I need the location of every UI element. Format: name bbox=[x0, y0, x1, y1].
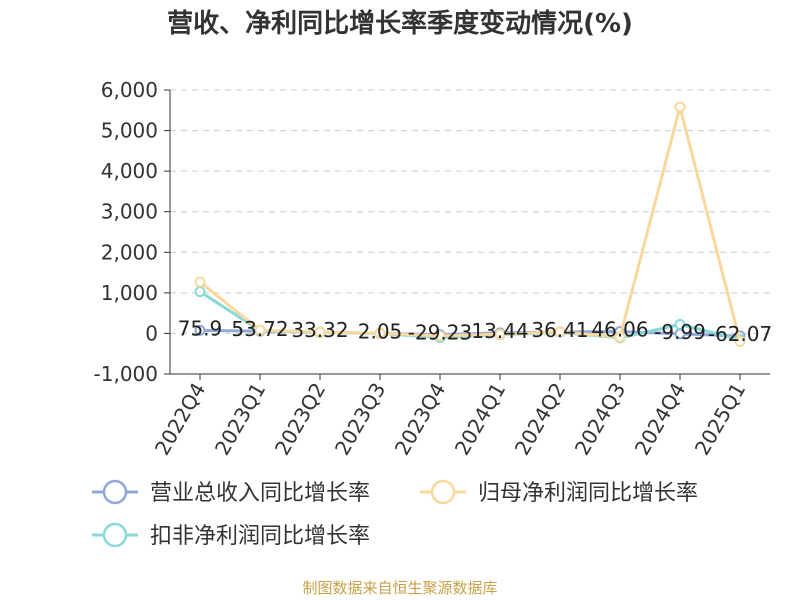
series-point bbox=[494, 328, 506, 340]
x-tick-label: 2023Q1 bbox=[210, 379, 270, 460]
data-label: 75.9 bbox=[178, 316, 223, 340]
y-tick-label: 0 bbox=[145, 321, 158, 345]
y-tick-label: 6,000 bbox=[101, 78, 158, 102]
x-axis: 2022Q4 2023Q1 2023Q2 2023Q3 2023Q4 2024Q1 2024… bbox=[150, 373, 770, 460]
series-point bbox=[434, 330, 446, 342]
legend-marker bbox=[102, 479, 128, 505]
x-tick-label: 2023Q3 bbox=[330, 379, 390, 460]
series-point bbox=[674, 101, 686, 113]
series-point bbox=[374, 327, 386, 339]
legend-marker bbox=[430, 479, 456, 505]
series-point bbox=[734, 336, 746, 348]
data-label: 33.32 bbox=[291, 318, 348, 342]
series-layer bbox=[194, 101, 746, 348]
chart-title: 营收、净利同比增长率季度变动情况(%) bbox=[167, 8, 633, 39]
y-tick-label: 1,000 bbox=[101, 281, 158, 305]
source-note: 制图数据来自恒生聚源数据库 bbox=[302, 579, 497, 597]
data-labels: 75.9 53.72 33.32 2.05 -29.23 13.44 36.41 46.06-… bbox=[178, 316, 773, 346]
x-tick-label: 2024Q2 bbox=[510, 379, 570, 460]
x-tick-label: 2025Q1 bbox=[690, 379, 750, 460]
legend-marker bbox=[102, 522, 128, 548]
series-point bbox=[254, 324, 266, 336]
legend-label: 归母净利润同比增长率 bbox=[478, 481, 698, 506]
x-tick-label: 2024Q3 bbox=[570, 379, 630, 460]
x-tick-label: 2024Q1 bbox=[450, 379, 510, 460]
data-label: -29.23 bbox=[408, 321, 472, 345]
series-point bbox=[554, 326, 566, 338]
y-tick-label: 4,000 bbox=[101, 159, 158, 183]
data-label: 53.72 bbox=[231, 317, 288, 341]
legend-label: 扣非净利润同比增长率 bbox=[150, 524, 370, 549]
legend-label: 营业总收入同比增长率 bbox=[150, 481, 370, 506]
y-tick-label: 5,000 bbox=[101, 119, 158, 143]
data-label: -9.99 bbox=[654, 320, 706, 344]
series-line bbox=[199, 105, 742, 342]
data-label: 36.41 bbox=[531, 318, 588, 342]
x-tick-label: 2022Q4 bbox=[150, 379, 210, 460]
x-tick-label: 2024Q4 bbox=[630, 379, 690, 460]
x-tick-label: 2023Q4 bbox=[390, 379, 450, 460]
series-point bbox=[194, 286, 206, 298]
x-tick-label: 2023Q2 bbox=[270, 379, 330, 460]
y-axis: 6,000 5,000 4,000 3,000 2,000 1,000 0 -1,000 bbox=[94, 78, 171, 386]
series-point bbox=[194, 324, 206, 336]
data-label: -62.07 bbox=[708, 322, 772, 346]
y-tick-label: 3,000 bbox=[101, 200, 158, 224]
grid-lines bbox=[170, 89, 770, 375]
series-point bbox=[674, 319, 686, 331]
series-point bbox=[194, 276, 206, 288]
y-tick-label: -1,000 bbox=[94, 362, 158, 386]
y-tick-label: 2,000 bbox=[101, 240, 158, 264]
series-point bbox=[314, 326, 326, 338]
data-label: 2.05 bbox=[358, 319, 403, 343]
data-label: 46.06 bbox=[591, 318, 648, 342]
data-label: 13.44 bbox=[471, 319, 528, 343]
series-point bbox=[614, 331, 626, 343]
